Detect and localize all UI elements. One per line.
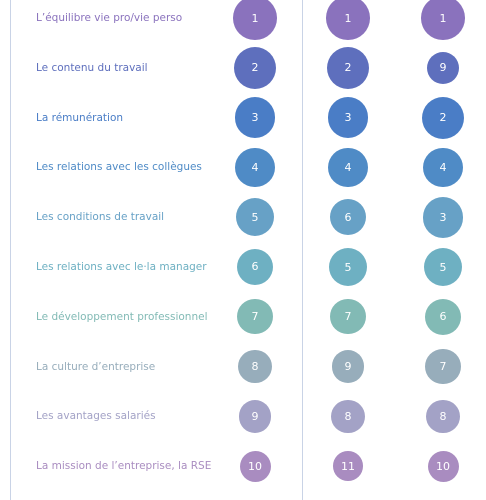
rank-circle: 5	[424, 248, 462, 286]
rank-circle: 6	[329, 198, 367, 236]
row-label: L’équilibre vie pro/vie perso	[36, 12, 183, 24]
rank-circle: 4	[423, 147, 463, 188]
rank-circle: 9	[238, 400, 272, 433]
rank-circle: 2	[421, 96, 465, 139]
rank-circle: 2	[233, 46, 277, 89]
rank-circle: 6	[236, 248, 274, 286]
row-label: La culture d’entreprise	[36, 360, 156, 373]
rank-circle: 4	[328, 147, 368, 188]
rank-circle: 3	[327, 97, 369, 138]
rank-circle: 5	[236, 198, 274, 237]
rank-circle: 1	[233, 0, 277, 40]
rank-circle: 8	[331, 399, 365, 434]
divider	[302, 0, 303, 500]
row-label: Les avantages salariés	[36, 410, 156, 423]
rank-circle: 11	[333, 451, 363, 481]
rank-circle: 9	[426, 51, 460, 84]
rank-circle: 2	[326, 46, 370, 89]
row-label: Les relations avec le·la manager	[36, 261, 207, 273]
rank-circle: 7	[425, 349, 461, 385]
rank-circle: 3	[234, 97, 276, 138]
row-label: La mission de l’entreprise, la RSE	[36, 460, 212, 473]
row-label: Le contenu du travail	[36, 61, 148, 74]
divider	[10, 0, 11, 500]
rank-circle: 10	[427, 450, 459, 482]
rank-circle: 8	[426, 399, 460, 434]
rank-circle: 9	[331, 350, 365, 383]
rank-circle: 7	[237, 299, 273, 335]
row-label: Les relations avec les collègues	[36, 161, 202, 174]
rank-circle: 10	[239, 450, 271, 482]
rank-circle: 1	[326, 0, 370, 40]
row-label: La rémunération	[36, 111, 124, 124]
rank-circle: 3	[422, 196, 464, 238]
rank-circle: 5	[329, 248, 367, 286]
rank-circle: 8	[238, 349, 272, 384]
rank-circle: 4	[235, 147, 275, 188]
rank-circle: 7	[330, 299, 366, 335]
row-label: Le développement professionnel	[36, 310, 208, 323]
rank-circle: 1	[421, 0, 465, 40]
row-label: Les conditions de travail	[36, 211, 165, 224]
rank-circle: 6	[424, 298, 462, 336]
